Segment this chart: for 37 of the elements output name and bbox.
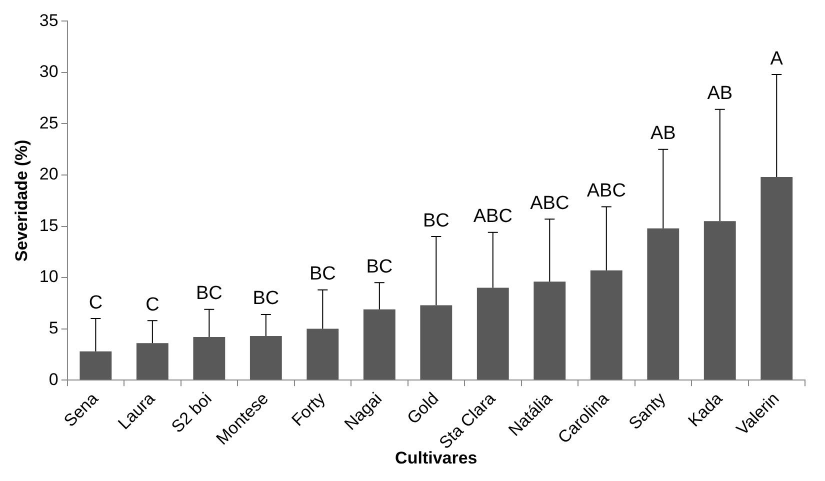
y-tick-label: 15 <box>39 216 58 235</box>
y-tick-label: 30 <box>39 62 58 82</box>
bar <box>136 343 168 380</box>
y-tick-label: 35 <box>39 10 58 30</box>
annotation: ABC <box>586 180 626 202</box>
bar <box>476 288 509 380</box>
y-axis-title: Severidade (%) <box>12 140 31 262</box>
annotation: A <box>770 48 784 70</box>
y-tick-label: 10 <box>39 267 58 286</box>
annotation: C <box>88 292 103 314</box>
annotation: BC <box>252 288 280 310</box>
bar <box>760 177 793 380</box>
bar <box>363 309 396 380</box>
bar <box>590 270 622 380</box>
bar <box>420 305 452 380</box>
bar <box>534 282 566 380</box>
annotation: ABC <box>530 192 570 214</box>
annotation: ABC <box>473 206 512 228</box>
x-axis-title: Cultivares <box>395 448 478 468</box>
annotation: C <box>146 294 160 316</box>
annotation: AB <box>650 123 676 144</box>
bar <box>306 328 339 380</box>
bar <box>704 221 736 380</box>
y-tick-label: 0 <box>48 370 58 389</box>
bar <box>250 336 282 380</box>
annotation: BC <box>422 210 450 232</box>
y-tick-label: 25 <box>39 113 58 132</box>
bar <box>647 228 680 380</box>
annotation: BC <box>309 264 336 285</box>
y-tick-label: 20 <box>39 164 58 184</box>
bar <box>193 337 226 380</box>
annotation: BC <box>366 256 393 278</box>
x-tick-label: S2 boi <box>168 388 216 437</box>
annotation: AB <box>707 83 733 104</box>
bar <box>80 351 112 380</box>
y-tick-label: 5 <box>48 318 58 338</box>
annotation: BC <box>196 283 222 304</box>
